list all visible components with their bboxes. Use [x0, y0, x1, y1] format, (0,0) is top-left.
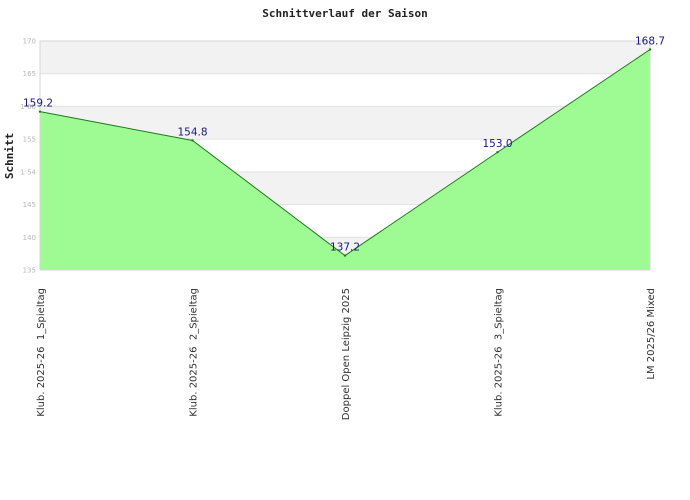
data-point: [496, 151, 499, 154]
data-label: 153.0: [482, 138, 512, 150]
y-tick-label: 145: [23, 201, 36, 209]
y-tick-label: 135: [23, 267, 36, 275]
data-point: [343, 254, 347, 257]
y-tick-label: 155: [23, 136, 36, 144]
x-tick-label: Klub. 2025-26 3_Spieltag: [494, 288, 505, 417]
y-axis-label: Schnitt: [3, 133, 16, 179]
x-tick-label: Klub. 2025-26 2_Spieltag: [189, 288, 200, 417]
y-tick-label: 140: [23, 234, 36, 242]
y-tick-label: 170: [23, 38, 36, 46]
plot-border: [39, 40, 651, 271]
x-tick-label: Klub. 2025-26 1_Spieltag: [36, 288, 47, 417]
y-tick-label: 1 54: [20, 168, 36, 176]
data-label: 137.2: [330, 242, 360, 254]
data-point: [191, 139, 194, 142]
chart-title: Schnittverlauf der Saison: [262, 7, 428, 20]
data-label: 168.7: [635, 36, 665, 48]
data-point: [38, 110, 42, 113]
y-tick-label: 165: [23, 70, 36, 78]
data-label: 159.2: [23, 98, 53, 110]
series-area: [40, 49, 650, 271]
x-tick-label: Doppel Open Leipzig 2025: [341, 288, 352, 420]
data-point: [648, 48, 652, 51]
y-tick-label: 1 60: [20, 103, 36, 111]
plot-area: 135 140 145 1 54 155 1 60 165 170 159.2 154.8 137.…: [20, 36, 665, 421]
grid-band: [40, 41, 650, 74]
data-label: 154.8: [177, 126, 207, 138]
x-tick-label: LM 2025/26 Mixed: [646, 288, 657, 380]
